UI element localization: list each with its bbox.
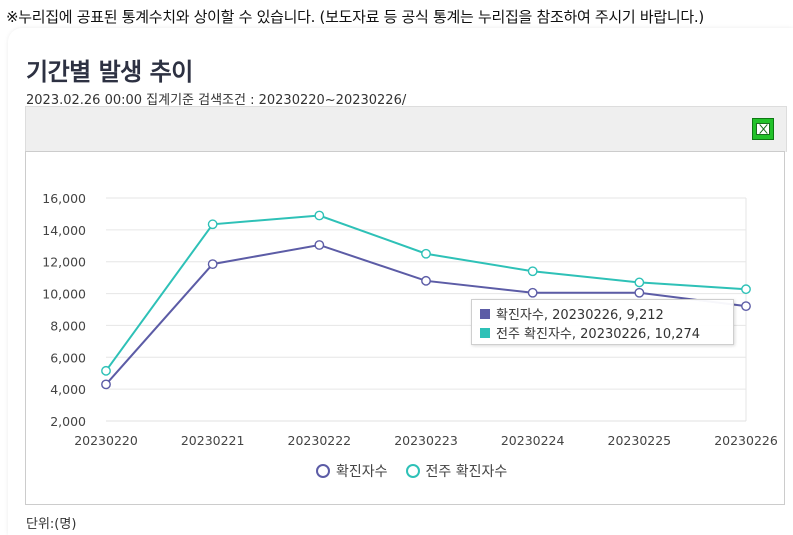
legend-marker-icon <box>405 464 420 478</box>
legend-item-confirmed[interactable]: 확진자수 <box>316 461 388 481</box>
tooltip-row-2: 전주 확진자수, 20230226, 10,274 <box>480 323 725 342</box>
data-point <box>741 284 751 295</box>
tooltip-swatch-2 <box>480 327 490 338</box>
y-tick-label: 10,000 <box>42 287 86 302</box>
y-tick-label: 16,000 <box>42 191 86 206</box>
data-point <box>314 210 325 221</box>
data-point <box>314 240 325 250</box>
excel-download-icon[interactable] <box>752 118 774 140</box>
data-point <box>101 365 111 376</box>
notice-text: ※누리집에 공표된 통계수치와 상이할 수 있습니다. (보도자료 등 공식 통… <box>6 8 704 26</box>
tooltip-text-1: 확진자수, 20230226, 9,212 <box>496 308 664 323</box>
legend-label: 전주 확진자수 <box>425 464 508 480</box>
x-tick-label: 20230221 <box>181 433 245 448</box>
data-point <box>421 275 431 286</box>
x-tick-label: 20230225 <box>608 433 672 448</box>
y-tick-label: 14,000 <box>42 223 86 238</box>
x-tick-label: 20230222 <box>288 433 352 448</box>
data-point <box>527 266 538 277</box>
legend-label: 확진자수 <box>336 464 388 480</box>
x-tick-label: 20230223 <box>394 433 458 448</box>
legend-marker-icon <box>316 464 330 478</box>
data-point <box>741 301 751 312</box>
chart-legend: 확진자수 전주 확진자수 <box>316 461 525 481</box>
y-tick-label: 4,000 <box>50 382 86 397</box>
unit-label: 단위:(명) <box>26 517 77 532</box>
legend-item-prev-week[interactable]: 전주 확진자수 <box>405 461 508 481</box>
data-point <box>634 287 645 298</box>
data-point <box>207 259 218 270</box>
chart-toolbar <box>25 106 787 152</box>
y-tick-label: 2,000 <box>50 414 86 429</box>
x-tick-label: 20230224 <box>501 433 565 448</box>
data-point <box>421 248 431 259</box>
page-title: 기간별 발생 추이 <box>26 58 193 86</box>
y-tick-label: 12,000 <box>42 255 86 270</box>
data-point <box>101 379 111 390</box>
tooltip-text-2: 전주 확진자수, 20230226, 10,274 <box>496 327 701 342</box>
data-point <box>634 277 645 288</box>
tooltip-swatch-1 <box>480 308 490 319</box>
x-tick-label: 20230226 <box>714 433 778 448</box>
y-tick-label: 8,000 <box>50 318 86 333</box>
x-tick-label: 20230220 <box>74 433 138 448</box>
tooltip-row-1: 확진자수, 20230226, 9,212 <box>480 304 725 323</box>
data-point <box>207 219 218 230</box>
data-point <box>527 287 538 298</box>
chart-tooltip: 확진자수, 20230226, 9,212 전주 확진자수, 20230226,… <box>471 299 734 345</box>
y-tick-label: 6,000 <box>50 350 86 365</box>
search-condition: 2023.02.26 00:00 집계기준 검색조건 : 20230220~20… <box>26 93 407 108</box>
